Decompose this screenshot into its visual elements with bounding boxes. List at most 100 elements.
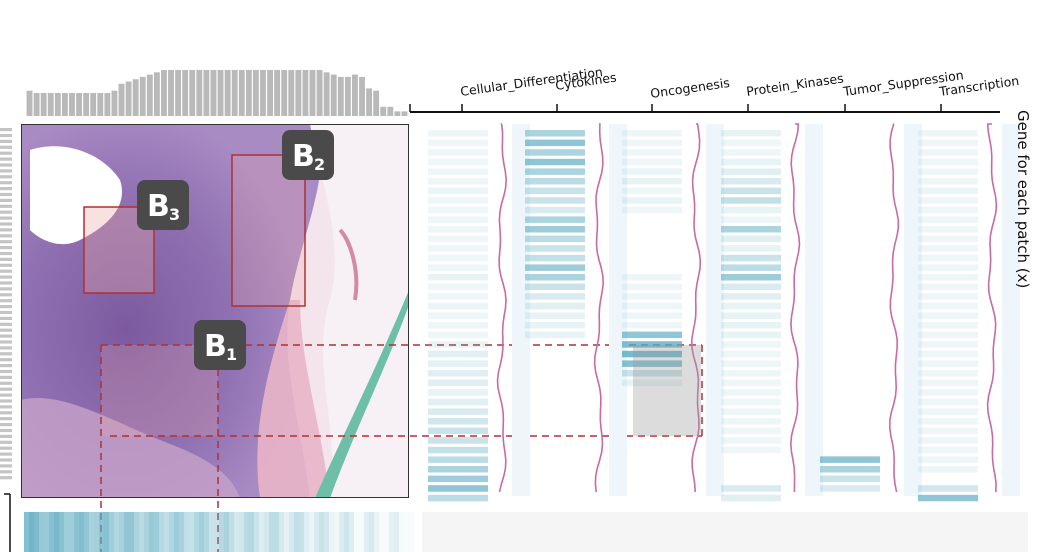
gene-band [721,494,781,502]
svg-text:1: 1 [226,345,237,364]
histogram-bar [76,93,82,116]
histogram-bar [309,70,316,116]
bottom-strip-cell [344,512,349,552]
histogram-bar [337,76,344,116]
gene-band [428,216,488,223]
gene-band [525,274,585,281]
bottom-strip-cell [169,512,174,552]
left-marker [0,139,12,143]
bottom-strip-cell [234,512,239,552]
gene-band [622,158,682,166]
left-marker [0,151,12,155]
left-marker [0,263,12,267]
gene-band [622,187,682,195]
gene-band [622,149,682,156]
gene-band [918,398,978,406]
gene-column [918,123,1020,502]
gene-band [721,389,781,396]
gene-band [721,226,781,233]
bottom-strip-cell [229,512,234,552]
left-marker [0,322,12,326]
gene-band [622,283,682,291]
bottom-strip-cell [264,512,269,552]
gene-band [428,398,488,406]
bottom-strip-cell [294,512,299,552]
bottom-strip-cell [199,512,204,552]
left-marker [0,246,12,250]
gene-band [428,408,488,415]
gene-band [428,302,488,310]
left-row-markers [0,128,12,480]
gene-band [622,302,682,310]
left-marker [0,387,12,391]
bottom-strip-cell [289,512,294,552]
left-marker [0,234,12,238]
gene-band [918,466,978,473]
bottom-strip-cell [324,512,329,552]
svg-text:B: B [204,329,227,364]
gene-band [721,254,781,262]
bottom-strip-cell [114,512,119,552]
bottom-strip-cell [39,512,44,552]
gene-band [721,139,781,147]
histogram-bar [104,93,111,116]
bottom-strip-cell [164,512,169,552]
bottom-strip-cell [49,512,54,552]
gene-band [918,322,978,329]
left-marker [0,364,12,368]
gene-band [428,494,488,502]
left-marker [0,305,12,309]
distribution-curve [888,123,900,493]
left-marker [0,334,12,338]
gene-band [918,226,978,233]
bottom-strip-cell [279,512,284,552]
svg-text:B: B [147,189,170,224]
gene-band [428,178,488,185]
gene-band [622,293,682,300]
left-marker [0,399,12,403]
gene-band [428,466,488,473]
column-stripe [904,124,922,496]
left-marker [0,381,12,385]
bottom-strip-cell [329,512,334,552]
gene-band [428,389,488,396]
left-marker [0,328,12,332]
left-marker [0,352,12,356]
gene-band [428,437,488,444]
histogram-bar [189,70,196,116]
gene-band [525,130,585,137]
left-marker [0,281,12,285]
gene-band [622,168,682,175]
histogram-bar [352,74,358,116]
gene-band [525,254,585,262]
gene-band [820,456,880,463]
bottom-strip-cell [154,512,159,552]
gene-band [918,158,978,166]
bottom-strip-cell [274,512,279,552]
gene-band [721,350,781,358]
histogram-bar [47,93,54,116]
gene-band [721,283,781,291]
bottom-strip-cell [94,512,99,552]
bottom-strip-cell [104,512,109,552]
left-marker [0,299,12,303]
bottom-strip-cell [204,512,209,552]
bottom-strip-cell [74,512,79,552]
gene-band [525,293,585,300]
gene-band [918,139,978,147]
left-marker [0,423,12,427]
left-marker [0,251,12,256]
histogram-bar [83,93,90,116]
bottom-panel [422,512,1028,552]
left-marker [0,470,12,474]
gene-band [721,379,781,387]
gene-band [622,130,682,137]
histogram-bar [97,93,104,116]
gene-band [918,264,978,271]
bottom-strip-cell [254,512,259,552]
gene-band [525,264,585,271]
histogram-bar [111,90,118,116]
gene-band [525,168,585,175]
histogram-bar [40,93,47,116]
histogram-bar [125,81,132,116]
